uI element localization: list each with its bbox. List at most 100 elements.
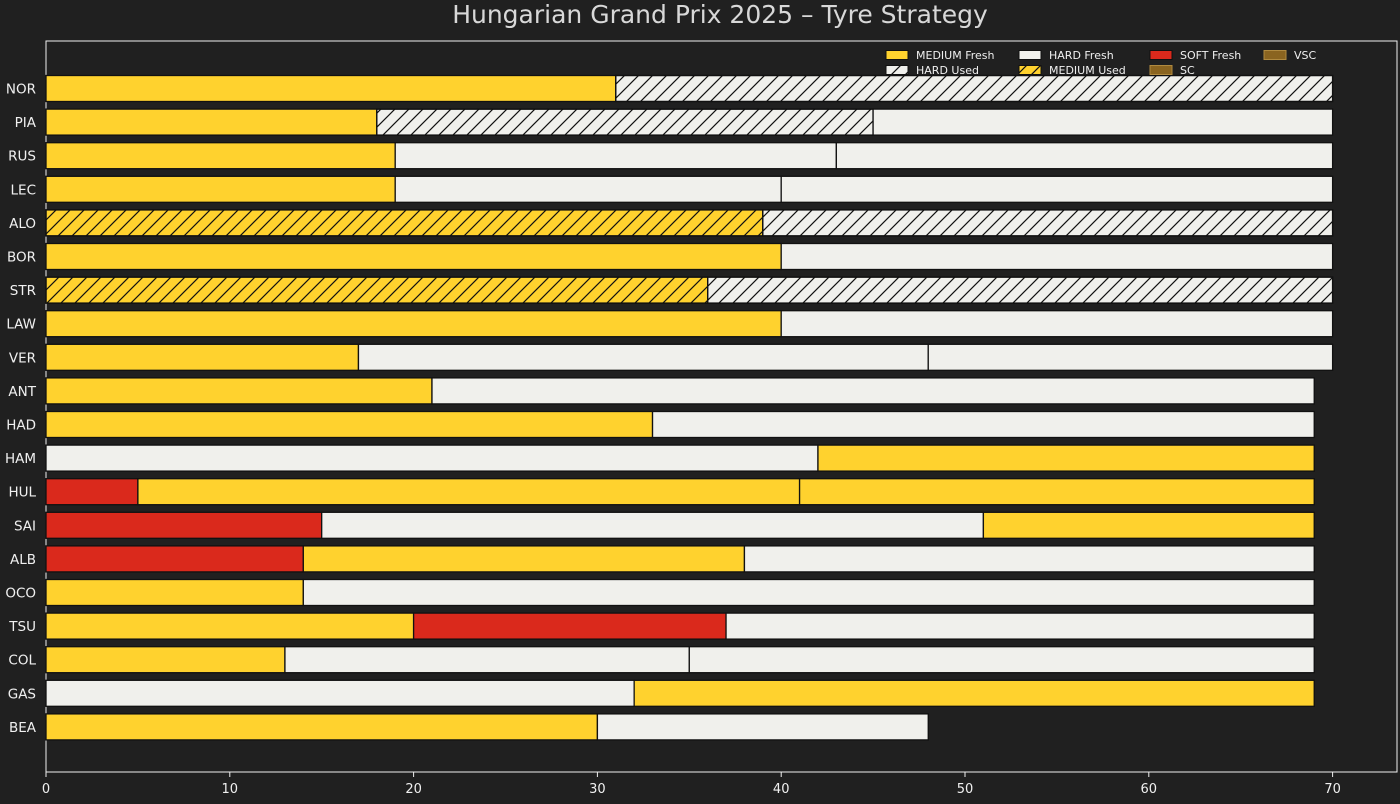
driver-row-tsu (45, 612, 1315, 640)
stint-bar (45, 74, 617, 103)
stint-bar (780, 310, 1334, 338)
y-tick-label: NOR (6, 82, 36, 98)
stint-bar (780, 242, 1334, 271)
stint-bar (633, 679, 1315, 707)
y-tick-label: COL (8, 653, 36, 669)
legend-swatch-hatch (885, 65, 909, 75)
stint-bar (45, 142, 396, 170)
stint-bar (394, 142, 837, 170)
x-tick-label: 20 (405, 782, 422, 797)
driver-row-nor (45, 74, 1334, 103)
legend-item: SC (1149, 64, 1195, 77)
stint-bar (872, 108, 1334, 136)
x-tick-label: 40 (773, 782, 790, 797)
y-tick-label: HUL (8, 485, 36, 501)
stint-bar (725, 612, 1315, 640)
stint-bar (302, 578, 1315, 607)
stint-bar (982, 511, 1315, 539)
stint-used-hatch (376, 108, 874, 136)
stint-bar (45, 578, 304, 607)
legend-item: VSC (1263, 49, 1317, 62)
legend-label: VSC (1294, 49, 1317, 62)
driver-row-ant (45, 377, 1315, 405)
y-tick-label: LEC (11, 182, 36, 198)
y-tick-label: GAS (8, 686, 36, 702)
legend-item: HARD Used (885, 64, 979, 77)
legend-item: SOFT Fresh (1149, 49, 1241, 62)
y-tick-label: ALO (9, 216, 36, 232)
legend-swatch (885, 50, 909, 60)
driver-row-ver (45, 343, 1334, 371)
driver-row-pia (45, 108, 1334, 136)
stint-bar (45, 310, 782, 338)
y-tick-label: VER (9, 350, 36, 366)
driver-row-law (45, 310, 1334, 338)
driver-row-hul (45, 478, 1315, 506)
y-tick-label: ANT (8, 384, 36, 400)
y-tick-label: LAW (6, 317, 36, 333)
driver-row-ham (45, 444, 1315, 472)
legend-item: MEDIUM Fresh (885, 49, 995, 62)
legend-label: MEDIUM Used (1049, 64, 1126, 77)
stint-bar (45, 343, 360, 371)
stint-used-hatch (45, 209, 764, 237)
legend-item: HARD Fresh (1018, 49, 1114, 62)
stint-used-hatch (615, 74, 1334, 103)
driver-row-alo (45, 209, 1334, 237)
legend-item: MEDIUM Used (1018, 64, 1126, 77)
y-tick-label: STR (10, 283, 36, 299)
y-tick-label: PIA (15, 115, 37, 131)
stint-bar (651, 410, 1315, 439)
bars-group (45, 74, 1334, 741)
x-tick-label: 60 (1141, 782, 1158, 797)
stint-bar (927, 343, 1334, 371)
stint-bar (137, 478, 801, 506)
y-tick-label: TSU (8, 619, 36, 635)
driver-row-bor (45, 242, 1334, 271)
stint-bar (45, 545, 304, 573)
stint-bar (688, 646, 1315, 674)
driver-row-had (45, 410, 1315, 439)
stint-bar (412, 612, 727, 640)
x-tick-label: 10 (222, 782, 239, 797)
stint-bar (45, 646, 286, 674)
stint-bar (45, 679, 635, 707)
stint-bar (45, 511, 323, 539)
x-tick-label: 30 (589, 782, 606, 797)
stint-bar (321, 511, 985, 539)
x-tick-label: 70 (1324, 782, 1341, 797)
x-axis: 0 10 20 30 40 50 60 70 (42, 772, 1341, 797)
stint-bar (302, 545, 746, 573)
y-tick-label: SAI (14, 518, 36, 534)
driver-row-sai (45, 511, 1315, 539)
y-tick-label: BEA (9, 720, 37, 736)
x-tick-label: 50 (957, 782, 974, 797)
legend-swatch-hatch (1018, 65, 1042, 75)
stint-bar (798, 478, 1315, 506)
y-tick-label: RUS (8, 149, 36, 165)
stint-bar (394, 175, 782, 203)
legend-label: SOFT Fresh (1180, 49, 1241, 62)
y-tick-label: ALB (10, 552, 36, 568)
stint-bar (45, 713, 599, 741)
legend-label: HARD Used (916, 64, 979, 77)
legend-label: MEDIUM Fresh (916, 49, 995, 62)
driver-row-col (45, 646, 1315, 674)
driver-row-alb (45, 545, 1315, 573)
y-tick-label: OCO (5, 586, 36, 602)
legend-swatch (1263, 50, 1287, 60)
legend-swatch (1018, 50, 1042, 60)
legend: MEDIUM Fresh HARD Used HARD Fresh MEDIUM Us… (885, 49, 1317, 77)
stint-bar (45, 242, 782, 271)
legend-swatch (1149, 65, 1173, 75)
stint-bar (45, 175, 396, 203)
driver-row-lec (45, 175, 1334, 203)
stint-bar (284, 646, 690, 674)
stint-bar (45, 444, 819, 472)
stint-bar (431, 377, 1315, 405)
stint-used-hatch (762, 209, 1334, 237)
y-tick-label: HAM (5, 451, 36, 467)
driver-row-gas (45, 679, 1315, 707)
stint-bar (45, 478, 139, 506)
stint-bar (817, 444, 1315, 472)
